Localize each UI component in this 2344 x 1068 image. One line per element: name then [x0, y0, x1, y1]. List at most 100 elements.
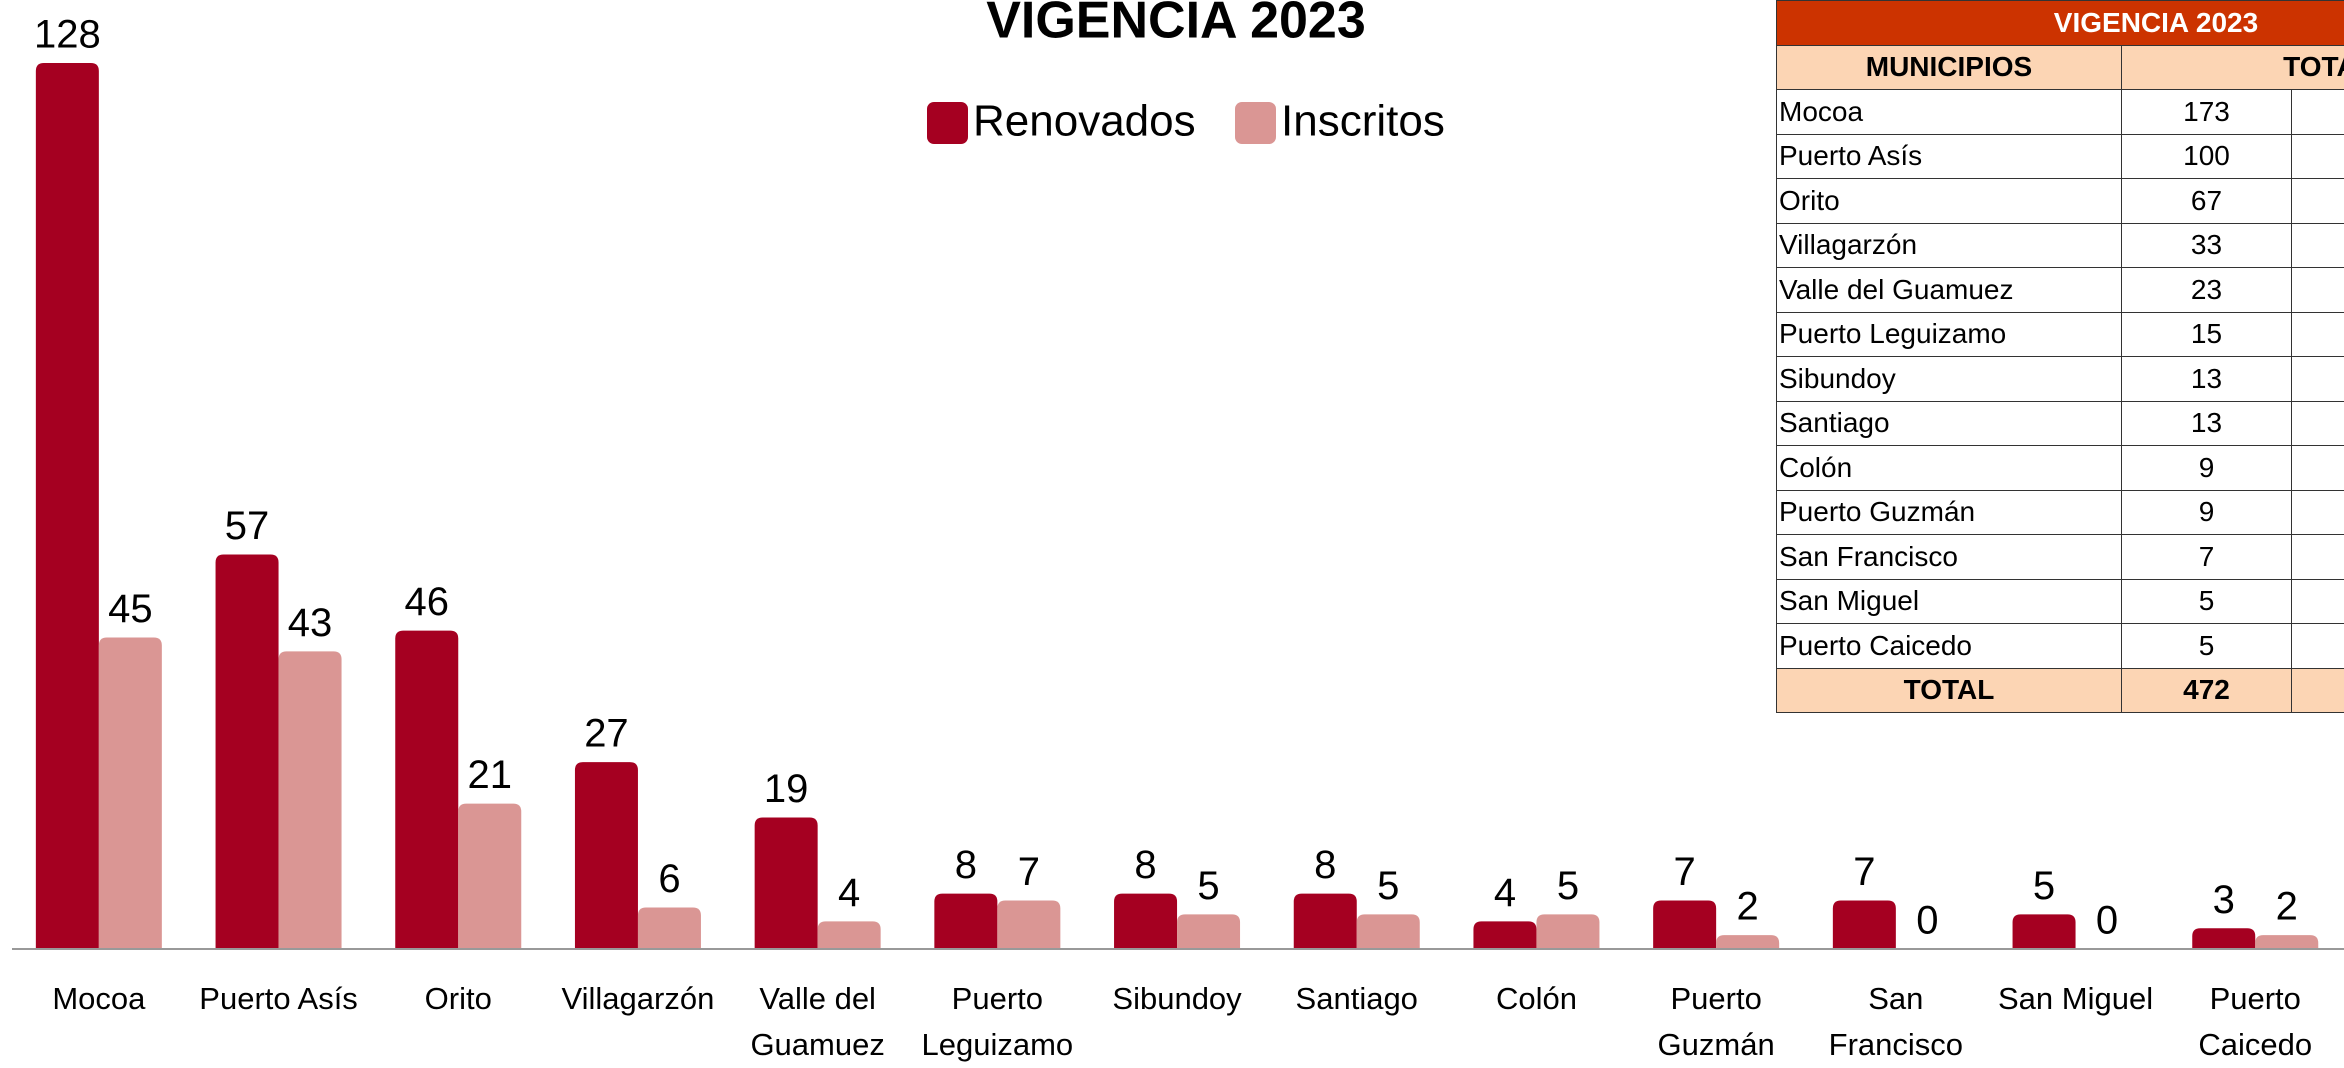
x-tick-label: Valle del Guamuez	[728, 976, 908, 1068]
x-tick-label: San Miguel	[1986, 976, 2166, 1022]
bar	[279, 651, 342, 949]
value-label: 5	[2033, 864, 2055, 908]
table: VIGENCIA 2023MUNICIPIOSTOTALMocoa1733Pue…	[1776, 0, 2344, 713]
table-cell: Villagarzón	[1777, 223, 2122, 268]
bar	[997, 901, 1060, 949]
value-label: 5	[1557, 864, 1579, 908]
value-label: 46	[405, 580, 450, 624]
table-cell: 9	[2122, 446, 2292, 491]
table-cell: 67	[2122, 179, 2292, 224]
value-label: 27	[584, 712, 629, 756]
table-cell: 13	[2122, 357, 2292, 402]
table-row: Mocoa1733	[1777, 90, 2344, 135]
table-cell: Orito	[1777, 179, 2122, 224]
table-cell: Santiago	[1777, 401, 2122, 446]
value-label: 0	[1916, 899, 1938, 943]
value-label: 5	[1377, 864, 1399, 908]
value-label: 8	[1134, 843, 1156, 887]
value-label: 7	[1853, 850, 1875, 894]
value-label: 2	[2276, 885, 2298, 929]
x-tick-label: Puerto Asís	[189, 976, 369, 1022]
table-cell	[2292, 401, 2344, 446]
bar	[638, 907, 701, 949]
x-tick-label: Sibundoy	[1087, 976, 1267, 1022]
bar	[934, 894, 997, 949]
bar	[1294, 894, 1357, 949]
bar	[755, 817, 818, 949]
table-row: Puerto Asís1002	[1777, 134, 2344, 179]
column-header: TOTAL	[2122, 45, 2344, 90]
table-cell: 33	[2122, 223, 2292, 268]
bar	[818, 921, 881, 949]
x-tick-label: Santiago	[1267, 976, 1447, 1022]
value-label: 4	[838, 871, 860, 915]
bar	[1716, 935, 1779, 949]
x-tick-label: Colón	[1446, 976, 1626, 1022]
table-cell	[2292, 490, 2344, 535]
table-cell: Puerto Asís	[1777, 134, 2122, 179]
table-cell: San Miguel	[1777, 579, 2122, 624]
table-cell: 1	[2292, 179, 2344, 224]
value-label: 8	[955, 843, 977, 887]
table-cell: Colón	[1777, 446, 2122, 491]
table-cell: 9	[2122, 490, 2292, 535]
table-cell: 2	[2292, 134, 2344, 179]
legend-swatch	[927, 102, 968, 144]
table-header-row: VIGENCIA 2023	[1777, 1, 2344, 46]
table-cell: 15	[2122, 312, 2292, 357]
x-tick-label: San Francisco	[1806, 976, 1986, 1068]
value-label: 4	[1494, 871, 1516, 915]
table-cell: 100	[2122, 134, 2292, 179]
value-label: 57	[225, 504, 270, 548]
bar	[2192, 928, 2255, 949]
bar	[395, 631, 458, 949]
total-row: TOTAL4721	[1777, 668, 2344, 713]
value-label: 6	[658, 857, 680, 901]
column-header: MUNICIPIOS	[1777, 45, 2122, 90]
table-cell: Puerto Caicedo	[1777, 624, 2122, 669]
bar	[575, 762, 638, 949]
table-cell	[2292, 535, 2344, 580]
legend-label: Inscritos	[1281, 97, 1445, 146]
value-label: 128	[34, 13, 101, 57]
table-cell: 5	[2122, 624, 2292, 669]
table-cell	[2292, 624, 2344, 669]
legend-label: Renovados	[973, 97, 1196, 146]
table-cell	[2292, 579, 2344, 624]
bar	[1653, 901, 1716, 949]
table-cell: Sibundoy	[1777, 357, 2122, 402]
bar	[1833, 901, 1896, 949]
chart-title: VIGENCIA 2023	[986, 0, 1366, 50]
bar	[2255, 935, 2318, 949]
value-label: 2	[1737, 885, 1759, 929]
table-cell	[2292, 268, 2344, 313]
value-label: 21	[468, 753, 513, 797]
table-cell: TOTAL	[1777, 668, 2122, 713]
table-cell: 3	[2292, 90, 2344, 135]
summary-table: VIGENCIA 2023MUNICIPIOSTOTALMocoa1733Pue…	[1776, 0, 2344, 746]
table-cell: 5	[2122, 579, 2292, 624]
value-label: 0	[2096, 899, 2118, 943]
x-tick-label: Puerto Caicedo	[2165, 976, 2344, 1068]
table-cell: San Francisco	[1777, 535, 2122, 580]
bar	[1114, 894, 1177, 949]
bar	[1473, 921, 1536, 949]
value-label: 45	[108, 587, 153, 631]
x-tick-label: Puerto Leguizamo	[907, 976, 1087, 1068]
value-label: 8	[1314, 843, 1336, 887]
table-cell: 173	[2122, 90, 2292, 135]
table-cell: 13	[2122, 401, 2292, 446]
bar	[1357, 914, 1420, 949]
value-label: 7	[1674, 850, 1696, 894]
bar	[36, 63, 99, 949]
table-row: Orito671	[1777, 179, 2344, 224]
value-label: 43	[288, 601, 333, 645]
table-cell: 1	[2292, 668, 2344, 713]
table-cell	[2292, 312, 2344, 357]
